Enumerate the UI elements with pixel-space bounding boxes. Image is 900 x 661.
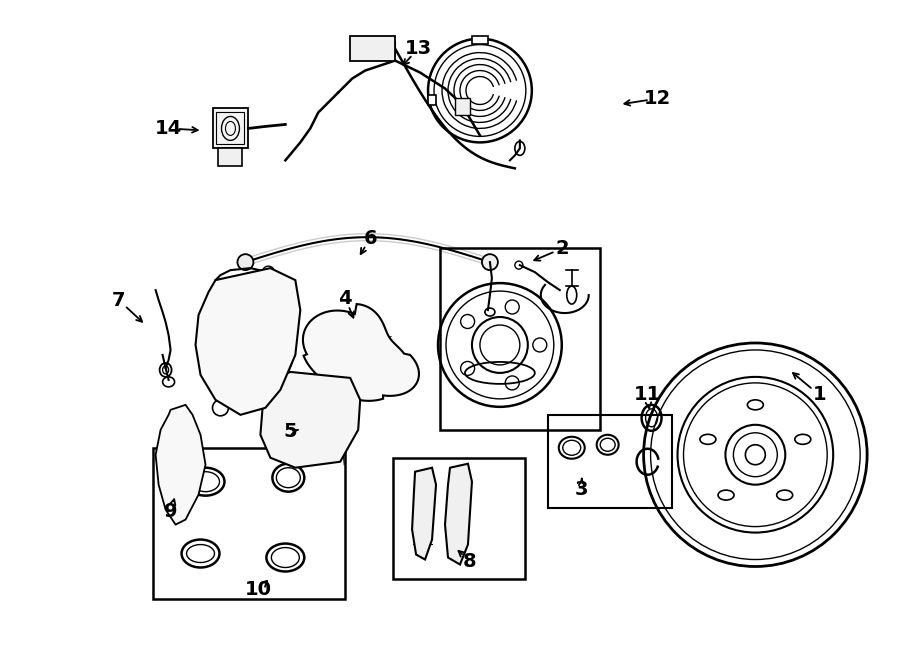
Text: 6: 6: [364, 229, 377, 248]
Text: 7: 7: [112, 291, 125, 309]
Text: 5: 5: [284, 422, 297, 442]
Polygon shape: [445, 464, 472, 564]
Polygon shape: [350, 36, 395, 61]
Bar: [388, 40, 395, 56]
Text: 4: 4: [338, 289, 352, 307]
Text: 12: 12: [644, 89, 671, 108]
Text: 9: 9: [164, 502, 177, 521]
Bar: [393, 457, 525, 580]
Circle shape: [238, 254, 254, 270]
Bar: [378, 40, 385, 56]
Text: 8: 8: [464, 552, 477, 571]
Text: 11: 11: [634, 385, 661, 405]
Text: 14: 14: [155, 119, 182, 138]
Circle shape: [482, 254, 498, 270]
Polygon shape: [195, 268, 301, 415]
Polygon shape: [412, 468, 436, 559]
Bar: [440, 248, 599, 430]
Bar: [153, 447, 346, 600]
Bar: [219, 148, 242, 167]
Text: 1: 1: [813, 385, 826, 405]
Bar: [358, 40, 365, 56]
Bar: [428, 95, 436, 106]
Bar: [212, 108, 248, 148]
Bar: [455, 98, 470, 116]
Text: 10: 10: [245, 580, 272, 599]
Polygon shape: [303, 304, 419, 401]
Text: 13: 13: [404, 39, 432, 58]
Polygon shape: [156, 405, 205, 525]
Bar: [368, 40, 375, 56]
Text: 2: 2: [556, 239, 570, 258]
Bar: [472, 36, 488, 44]
Text: 3: 3: [575, 480, 589, 499]
Bar: [548, 415, 671, 508]
Polygon shape: [260, 372, 360, 468]
Bar: [217, 112, 245, 144]
